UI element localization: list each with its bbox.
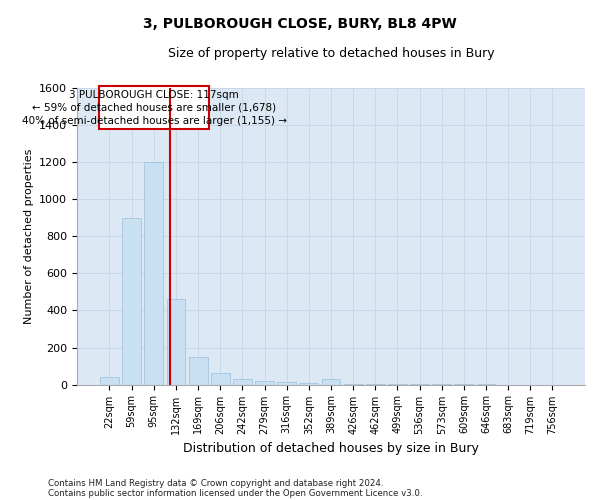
Bar xyxy=(145,162,163,384)
FancyBboxPatch shape xyxy=(99,86,209,129)
Bar xyxy=(322,379,340,384)
Text: Contains public sector information licensed under the Open Government Licence v3: Contains public sector information licen… xyxy=(48,488,422,498)
Text: 40% of semi-detached houses are larger (1,155) →: 40% of semi-detached houses are larger (… xyxy=(22,116,287,126)
Title: Size of property relative to detached houses in Bury: Size of property relative to detached ho… xyxy=(167,48,494,60)
Bar xyxy=(299,382,318,384)
Bar xyxy=(233,379,252,384)
Text: 3, PULBOROUGH CLOSE, BURY, BL8 4PW: 3, PULBOROUGH CLOSE, BURY, BL8 4PW xyxy=(143,18,457,32)
Bar xyxy=(122,218,141,384)
Bar xyxy=(277,382,296,384)
Y-axis label: Number of detached properties: Number of detached properties xyxy=(23,148,34,324)
Bar xyxy=(100,377,119,384)
Bar xyxy=(211,374,230,384)
Bar xyxy=(255,381,274,384)
Text: ← 59% of detached houses are smaller (1,678): ← 59% of detached houses are smaller (1,… xyxy=(32,103,276,113)
Text: 3 PULBOROUGH CLOSE: 117sqm: 3 PULBOROUGH CLOSE: 117sqm xyxy=(69,90,239,100)
Bar xyxy=(167,300,185,384)
Text: Contains HM Land Registry data © Crown copyright and database right 2024.: Contains HM Land Registry data © Crown c… xyxy=(48,478,383,488)
X-axis label: Distribution of detached houses by size in Bury: Distribution of detached houses by size … xyxy=(183,442,479,455)
Bar xyxy=(188,357,208,384)
